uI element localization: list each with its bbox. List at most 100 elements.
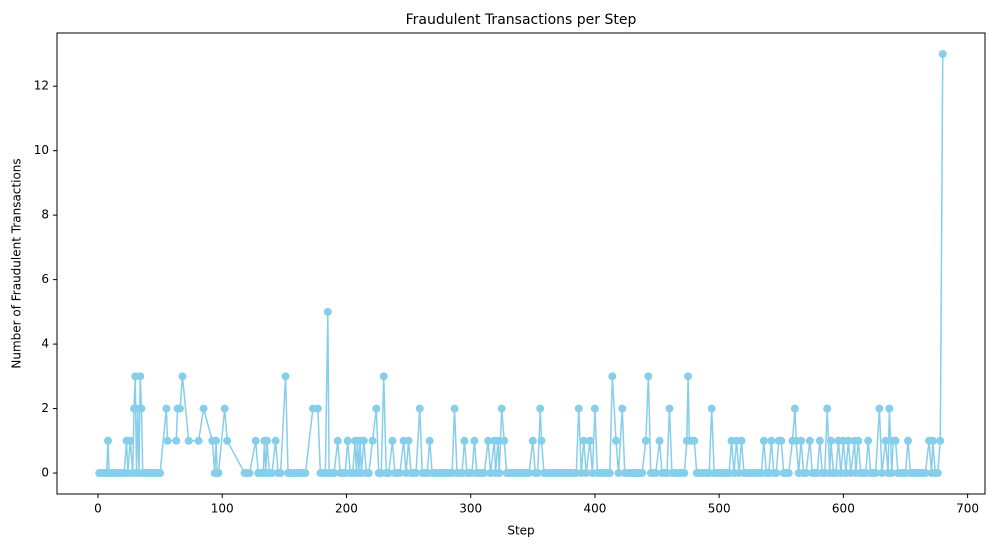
data-point	[612, 436, 621, 445]
data-point	[885, 404, 894, 413]
data-point	[276, 469, 285, 478]
data-point	[638, 469, 647, 478]
data-point	[372, 404, 381, 413]
data-point	[826, 436, 835, 445]
data-point	[460, 436, 469, 445]
data-point	[644, 372, 653, 381]
data-point	[330, 469, 339, 478]
data-point	[271, 436, 280, 445]
data-point	[903, 436, 912, 445]
data-point	[537, 436, 546, 445]
data-point	[214, 469, 223, 478]
data-point	[212, 436, 221, 445]
data-point	[655, 436, 664, 445]
data-point	[163, 436, 172, 445]
data-point	[887, 469, 896, 478]
data-point	[484, 436, 493, 445]
data-point	[223, 436, 232, 445]
y-tick-label: 10	[34, 143, 49, 157]
data-point	[388, 436, 397, 445]
data-point	[864, 436, 873, 445]
data-point	[404, 436, 413, 445]
data-point	[528, 436, 537, 445]
data-point	[137, 404, 146, 413]
y-tick-label: 2	[41, 401, 49, 415]
y-tick-label: 8	[41, 208, 49, 222]
data-point	[579, 436, 588, 445]
data-point	[333, 436, 342, 445]
data-point	[220, 404, 229, 413]
x-tick-label: 0	[94, 502, 102, 516]
data-point	[684, 372, 693, 381]
data-point	[823, 404, 832, 413]
data-point	[536, 404, 545, 413]
data-point	[582, 469, 591, 478]
data-point	[707, 404, 716, 413]
data-point	[313, 404, 322, 413]
data-point	[412, 469, 421, 478]
data-point	[470, 436, 479, 445]
data-point	[395, 469, 404, 478]
data-point	[767, 436, 776, 445]
data-point	[301, 469, 310, 478]
data-point	[802, 469, 811, 478]
y-axis-label: Number of Fraudulent Transactions	[10, 158, 24, 368]
data-point	[533, 469, 542, 478]
data-point	[690, 436, 699, 445]
data-point	[194, 436, 203, 445]
y-tick-label: 6	[41, 272, 49, 286]
data-point	[281, 372, 290, 381]
data-point	[815, 436, 824, 445]
x-tick-label: 500	[708, 502, 731, 516]
data-point	[425, 436, 434, 445]
data-point	[343, 436, 352, 445]
data-point	[494, 436, 503, 445]
axes-frame	[56, 32, 986, 495]
data-point	[497, 404, 506, 413]
y-tick-label: 12	[34, 79, 49, 93]
data-point	[938, 49, 947, 58]
data-point	[251, 436, 260, 445]
data-point	[184, 436, 193, 445]
data-point	[737, 436, 746, 445]
data-point	[450, 404, 459, 413]
data-point	[618, 404, 627, 413]
data-point	[126, 436, 135, 445]
data-point	[162, 404, 171, 413]
data-point	[936, 436, 945, 445]
data-point	[156, 469, 165, 478]
data-point	[805, 436, 814, 445]
data-point	[500, 436, 509, 445]
x-tick-label: 200	[335, 502, 358, 516]
data-point	[199, 404, 208, 413]
data-point	[921, 469, 930, 478]
data-point	[877, 469, 886, 478]
data-point	[797, 436, 806, 445]
data-point	[605, 469, 614, 478]
data-point	[103, 436, 112, 445]
data-point	[525, 469, 534, 478]
data-point	[651, 469, 660, 478]
x-tick-label: 700	[956, 502, 979, 516]
data-point	[379, 372, 388, 381]
data-point	[759, 436, 768, 445]
data-point	[665, 404, 674, 413]
data-point	[777, 436, 786, 445]
data-point	[784, 469, 793, 478]
data-point	[790, 404, 799, 413]
x-tick-label: 400	[583, 502, 606, 516]
data-point	[891, 436, 900, 445]
x-tick-label: 300	[459, 502, 482, 516]
data-point	[614, 469, 623, 478]
data-point	[364, 469, 373, 478]
data-point	[871, 469, 880, 478]
data-point	[641, 436, 650, 445]
data-point	[854, 436, 863, 445]
x-tick-label: 100	[211, 502, 234, 516]
y-tick-label: 4	[41, 337, 49, 351]
data-point	[480, 469, 489, 478]
y-tick-label: 0	[41, 466, 49, 480]
data-point	[245, 469, 254, 478]
